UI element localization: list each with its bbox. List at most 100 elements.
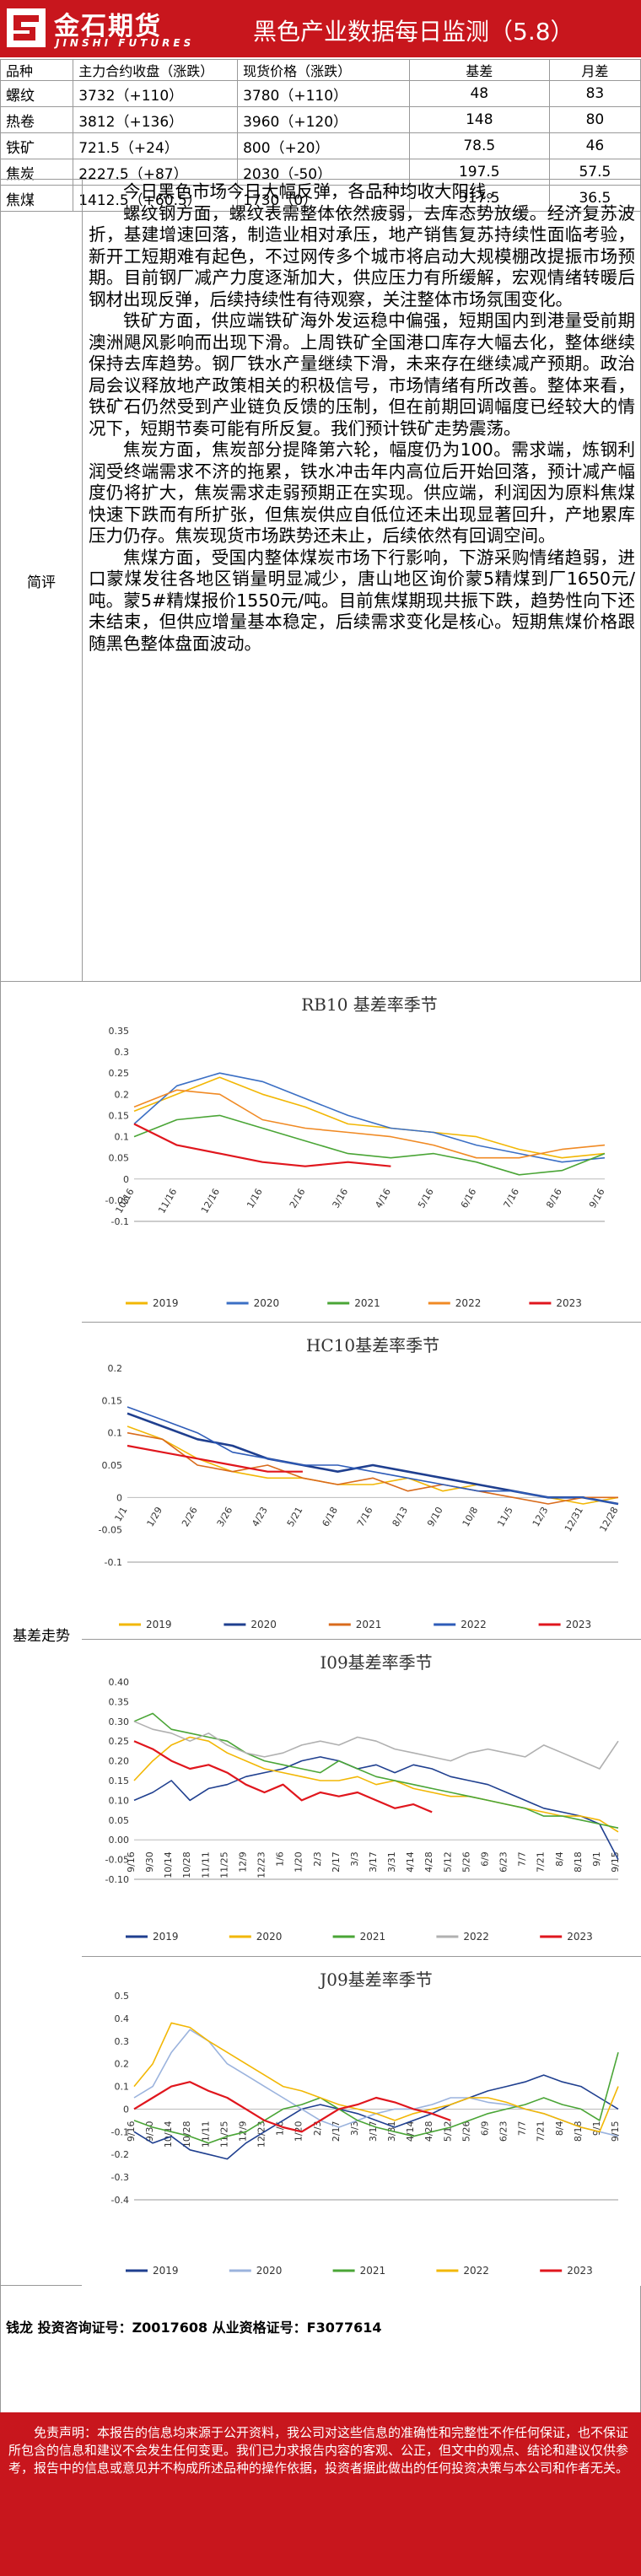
table-cell: 1730（0） [237, 185, 410, 212]
x-tick-label: 5/16 [416, 1187, 436, 1210]
table-cell: 197.5 [408, 159, 550, 186]
table-cell: 83 [548, 80, 641, 107]
x-tick-label: 5/21 [285, 1505, 305, 1528]
x-tick-label: 12/28 [597, 1505, 620, 1533]
analyst-contact: 钱龙 投资咨询证号：Z0017608 从业资格证号：F3077614 [0, 2286, 641, 2412]
x-tick-label: 6/16 [459, 1187, 479, 1210]
legend-label: 2021 [360, 1931, 386, 1943]
x-tick-label: 3/26 [215, 1505, 235, 1528]
table-cell: 36.5 [548, 185, 641, 212]
table-cell: 80 [548, 106, 641, 133]
x-tick-label: 3/17 [368, 1851, 379, 1873]
table-cell: 721.5（+24） [73, 132, 239, 159]
legend-label: 2023 [556, 1297, 582, 1309]
y-tick-label: 0 [123, 2104, 129, 2115]
table-cell: 46 [548, 132, 641, 159]
commentary-label: 简评 [1, 180, 83, 981]
x-tick-label: 3/3 [349, 2121, 360, 2136]
x-tick-label: 2/17 [331, 2121, 342, 2142]
x-tick-label: 2/16 [288, 1187, 308, 1210]
y-tick-label: 0.10 [109, 1795, 130, 1806]
y-tick-label: 0.1 [115, 1132, 130, 1143]
chart-title: RB10 基差率季节 [301, 994, 438, 1015]
legend-label: 2019 [153, 2265, 179, 2277]
charts-label: 基差走势 [1, 982, 83, 2286]
series-line-2022 [127, 1406, 619, 1505]
x-tick-label: 7/16 [502, 1187, 522, 1210]
legend-label: 2021 [360, 2265, 386, 2277]
x-tick-label: 12/3 [531, 1505, 551, 1528]
chart-title: HC10基差率季节 [306, 1335, 439, 1355]
chart-title: I09基差率季节 [320, 1652, 432, 1673]
legend-label: 2022 [461, 1619, 487, 1630]
chart-rb10-svg: RB10 基差率季节 0.35 0.3 0.25 0.2 0.15 0.1 0.05 0 -0.0… [105, 994, 607, 1309]
legend-label: 2023 [567, 1931, 593, 1943]
x-tick-label: 4/28 [423, 2121, 434, 2142]
table-row: 热卷 3812（+136） 3960（+120） 148 80 [0, 106, 641, 133]
y-tick-label: 0.4 [115, 2013, 130, 2024]
y-tick-label: 0.15 [109, 1110, 130, 1121]
series-line-2019 [133, 1756, 619, 1860]
x-tick-label: 1/20 [294, 1851, 304, 1873]
x-tick-label: 8/16 [544, 1187, 564, 1210]
x-tick-label: 12/31 [563, 1505, 585, 1533]
legend-label: 2020 [250, 1619, 277, 1630]
series-line-2022 [133, 2022, 619, 2133]
y-tick-label: 0.05 [109, 1815, 130, 1826]
x-tick-label: 3/17 [368, 2121, 379, 2142]
x-tick-label: 7/16 [355, 1505, 375, 1528]
y-tick-label: -0.1 [111, 2126, 129, 2137]
chart-hc10: HC10基差率季节 0.2 0.15 0.1 0.05 0 -0.05 -0.1 1/1 1/29… [82, 1323, 641, 1640]
x-tick-label: 10/28 [181, 2121, 192, 2148]
x-tick-label: 11/5 [495, 1505, 515, 1528]
x-tick-label: 10/28 [181, 1851, 192, 1878]
x-tick-label: 9/30 [144, 1851, 155, 1873]
commentary-paragraph: 今日黑色市场今日大幅反弹，各品种均收大阳线。 [123, 181, 504, 202]
x-tick-label: 5/12 [442, 2121, 453, 2142]
x-tick-label: 9/15 [610, 1851, 621, 1873]
x-tick-label: 6/23 [498, 2121, 509, 2142]
table-row: 螺纹 3732（+110） 3780（+110） 48 83 [0, 80, 641, 107]
x-tick-label: 10/14 [163, 2121, 174, 2148]
y-tick-label: 0.25 [109, 1068, 130, 1079]
x-tick-label: 2/17 [331, 1851, 342, 1873]
y-tick-label: 0.5 [115, 1991, 130, 2002]
logo-text-en: JINSHI FUTURES [56, 37, 195, 49]
legend-label: 2023 [566, 1619, 592, 1630]
table-cell: 78.5 [408, 132, 550, 159]
y-tick-label: 0.15 [109, 1776, 130, 1786]
y-tick-label: 0 [116, 1492, 122, 1503]
x-tick-label: 7/7 [517, 2121, 528, 2136]
series-line-2020 [133, 1072, 606, 1163]
table-cell: 800（+20） [237, 132, 410, 159]
table-cell: 3960（+120） [237, 106, 410, 133]
x-tick-label: 11/11 [200, 2121, 211, 2148]
x-tick-label: 3/31 [386, 1851, 397, 1873]
y-tick-label: 0.2 [108, 1363, 123, 1374]
series-line-2022 [133, 1089, 606, 1159]
x-tick-label: 2/3 [312, 1851, 323, 1867]
logo-text-cn: 金石期货 [54, 12, 162, 41]
x-tick-label: 12/9 [237, 1851, 248, 1873]
x-tick-label: 3/16 [331, 1187, 351, 1210]
x-tick-label: 7/21 [536, 1851, 547, 1873]
x-tick-label: 6/9 [479, 1851, 490, 1867]
page-title: 黑色产业数据每日监测（5.8） [253, 18, 574, 46]
table-cell: 1412.5（+60.5） [73, 185, 239, 212]
table-cell: 48 [408, 80, 550, 107]
table-row: 焦炭 2227.5（+87） 2030（-50） 197.5 57.5 [0, 159, 641, 186]
y-tick-label: 0.20 [109, 1756, 130, 1767]
commentary-paragraph: 铁矿方面，供应端铁矿海外发运稳中偏强，短期国内到港量受前期澳洲飓风影响而出现下滑… [89, 310, 635, 439]
y-tick-label: 0.2 [115, 2059, 130, 2070]
x-tick-label: 3/3 [349, 1851, 360, 1867]
series-line-2023 [127, 1444, 303, 1473]
chart-title: J09基差率季节 [318, 1970, 432, 1990]
x-tick-label: 8/4 [554, 1851, 565, 1867]
series-line-2021 [133, 1712, 619, 1829]
column-header: 现货价格（涨跌） [237, 59, 410, 81]
series-line-2019 [133, 1076, 606, 1159]
x-tick-label: 8/18 [573, 1851, 584, 1873]
chart-i09: I09基差率季节 0.40 0.35 0.30 0.25 0.20 0.15 0.10 0.05… [82, 1640, 641, 1957]
x-tick-label: 1/6 [275, 1851, 286, 1867]
legend-label: 2022 [463, 1931, 489, 1943]
